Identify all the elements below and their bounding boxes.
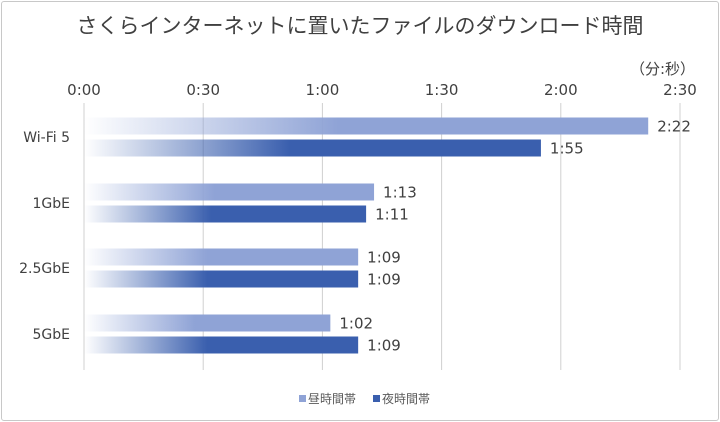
legend-label: 昼時間帯	[308, 392, 356, 406]
data-label: 1:09	[367, 249, 401, 267]
data-label: 1:11	[375, 206, 409, 224]
category-label: 1GbE	[33, 196, 71, 212]
bar-day	[84, 117, 649, 135]
data-label: 1:09	[367, 271, 401, 289]
category-labels: Wi-Fi 5 1GbE 2.5GbE 5GbE	[19, 130, 70, 343]
bar-night	[84, 270, 359, 288]
legend-swatch	[373, 395, 380, 402]
bars	[84, 117, 649, 354]
chart-title: さくらインターネットに置いたファイルのダウンロード時間	[77, 14, 644, 38]
axis-unit-label: （分:秒）	[630, 60, 695, 78]
data-label: 1:02	[339, 315, 373, 333]
bar-day	[84, 314, 331, 332]
x-axis-ticks: 0:00 0:30 1:00 1:30 2:00 2:30	[67, 81, 697, 99]
x-tick-label: 1:30	[425, 81, 459, 99]
x-tick-label: 2:30	[663, 81, 697, 99]
category-label: Wi-Fi 5	[23, 130, 70, 146]
x-tick-label: 0:00	[67, 81, 101, 99]
legend-swatch	[299, 395, 306, 402]
data-label: 1:55	[550, 140, 584, 158]
data-labels: 2:22 1:55 1:13 1:11 1:09 1:09 1:02 1:09	[339, 118, 691, 355]
x-tick-label: 0:30	[186, 81, 220, 99]
category-label: 5GbE	[33, 327, 71, 343]
x-tick-label: 2:00	[544, 81, 578, 99]
bar-night	[84, 205, 367, 223]
legend: 昼時間帯 夜時間帯	[299, 391, 430, 406]
data-label: 1:13	[383, 184, 417, 202]
bar-night	[84, 336, 359, 354]
bar-night	[84, 139, 541, 157]
data-label: 2:22	[657, 118, 691, 136]
bar-day	[84, 248, 359, 266]
x-tick-label: 1:00	[306, 81, 340, 99]
category-label: 2.5GbE	[19, 261, 70, 277]
legend-label: 夜時間帯	[382, 391, 430, 406]
data-label: 1:09	[367, 337, 401, 355]
bar-day	[84, 183, 375, 201]
